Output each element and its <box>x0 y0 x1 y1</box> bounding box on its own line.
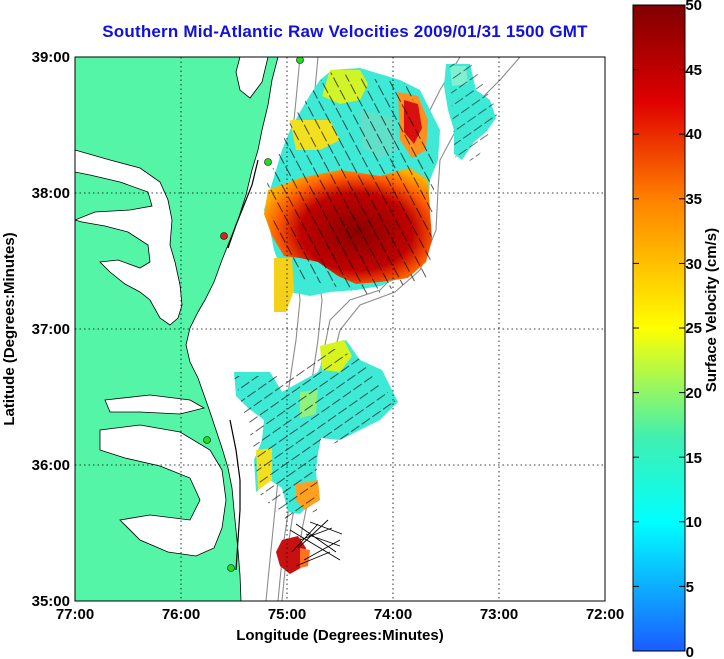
colorbar-tick: 45 <box>685 62 702 79</box>
colorbar-tick: 10 <box>685 514 702 531</box>
radar-station-marker <box>203 436 211 444</box>
colorbar-tick: 40 <box>685 126 702 143</box>
map-grid <box>75 57 605 601</box>
plot-frame <box>74 56 606 602</box>
colorbar-tick: 15 <box>685 450 702 467</box>
lon-tick-labels: 77:00 76:00 75:00 74:00 73:00 72:00 <box>56 606 624 623</box>
lat-tick: 36:00 <box>32 457 70 474</box>
radar-station-marker <box>264 158 272 166</box>
colorbar-tick: 25 <box>685 320 702 337</box>
lat-tick-labels: 39:00 38:00 37:00 36:00 35:00 <box>32 49 70 610</box>
colorbar-tick: 35 <box>685 191 702 208</box>
lon-tick: 75:00 <box>268 606 306 623</box>
lon-tick: 77:00 <box>56 606 94 623</box>
radar-station-marker <box>227 564 235 572</box>
radar-station-marker <box>296 57 304 64</box>
pamlico-sound <box>99 424 227 557</box>
colorbar-tick: 20 <box>685 385 702 402</box>
albemarle-sound <box>104 394 206 415</box>
colorbar-tick: 50 <box>685 0 702 14</box>
map-title: Southern Mid-Atlantic Raw Velocities 200… <box>102 22 588 41</box>
delaware-bay <box>235 57 269 99</box>
lon-tick: 73:00 <box>480 606 518 623</box>
lon-tick: 76:00 <box>162 606 200 623</box>
colorbar-label: Surface Velocity (cm/s) <box>703 228 720 392</box>
lat-tick: 38:00 <box>32 185 70 202</box>
x-axis-label: Longitude (Degrees:Minutes) <box>236 627 444 644</box>
radar-station-marker <box>220 232 228 240</box>
lon-tick: 74:00 <box>374 606 412 623</box>
lat-tick: 39:00 <box>32 49 70 66</box>
chesapeake-bay <box>75 149 183 326</box>
colorbar-ticks <box>633 4 685 652</box>
colorbar-tick: 5 <box>686 579 694 596</box>
colorbar-tick-labels: 0 5 10 15 20 25 30 35 40 45 50 <box>685 0 702 659</box>
colorbar <box>632 4 686 652</box>
lat-tick: 35:00 <box>32 593 70 610</box>
y-axis-label: Latitude (Degrees:Minutes) <box>1 232 18 425</box>
colorbar-tick: 0 <box>686 644 694 659</box>
lon-tick: 72:00 <box>586 606 624 623</box>
colorbar-tick: 30 <box>685 256 702 273</box>
lat-tick: 37:00 <box>32 321 70 338</box>
